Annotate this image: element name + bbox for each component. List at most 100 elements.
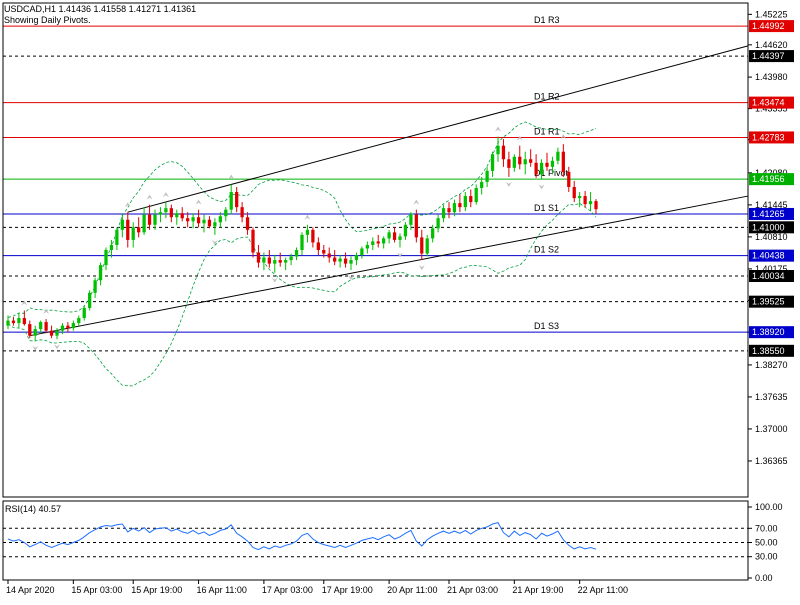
pivot-label: D1 S2 bbox=[534, 245, 559, 255]
fractal-up-marker bbox=[516, 135, 523, 141]
x-tick-label: 22 Apr 11:00 bbox=[578, 585, 628, 595]
frame-layer bbox=[2, 2, 749, 581]
candle-body bbox=[343, 258, 348, 264]
candle-body bbox=[158, 212, 163, 215]
candle-body bbox=[529, 159, 533, 163]
x-tick-label: 17 Apr 19:00 bbox=[322, 585, 373, 595]
candle-body bbox=[594, 201, 598, 210]
channel-lower-line bbox=[29, 195, 749, 337]
fractal-up-marker bbox=[195, 199, 202, 205]
candle-body bbox=[431, 228, 435, 239]
price-badge-label: 1.44992 bbox=[752, 21, 785, 31]
candle-body bbox=[142, 214, 146, 233]
candle-body bbox=[71, 323, 75, 329]
candle-body bbox=[153, 214, 157, 225]
candle-body bbox=[387, 232, 391, 239]
fractal-down-marker bbox=[211, 239, 218, 245]
candle-body bbox=[147, 214, 152, 225]
fractals-layer bbox=[21, 126, 567, 351]
candle-body bbox=[278, 260, 282, 263]
candle-body bbox=[360, 248, 364, 256]
rsi-y-tick-label: 70.00 bbox=[755, 523, 778, 533]
candle-body bbox=[518, 156, 522, 165]
candle-body bbox=[441, 208, 446, 219]
candle-body bbox=[207, 219, 212, 227]
x-tick-label: 15 Apr 19:00 bbox=[131, 585, 182, 595]
candle-body bbox=[545, 162, 549, 167]
rsi-y-tick-label: 100.00 bbox=[755, 502, 783, 512]
rsi-y-tick-label: 0.00 bbox=[755, 573, 773, 583]
candle-body bbox=[567, 171, 571, 187]
candle-body bbox=[556, 151, 560, 161]
candle-body bbox=[235, 192, 239, 208]
candle-body bbox=[60, 325, 65, 331]
price-badge-label: 1.42783 bbox=[752, 132, 785, 142]
candle-body bbox=[447, 208, 451, 213]
candle-body bbox=[588, 201, 593, 205]
fractal-up-marker bbox=[162, 192, 169, 198]
fractal-up-marker bbox=[413, 199, 420, 205]
candle-body bbox=[501, 145, 506, 160]
candle-body bbox=[196, 217, 201, 224]
candle-body bbox=[39, 322, 43, 330]
price-badge bbox=[749, 20, 794, 33]
candle-body bbox=[480, 181, 484, 188]
fractal-up-marker bbox=[43, 309, 50, 315]
y-tick-label: 1.42080 bbox=[755, 168, 788, 178]
pivot-lines-layer: D1 R3 D1 R2 D1 R1 D1 Pivot D1 S1 D1 S2 D1 S3 bbox=[3, 15, 748, 352]
candle-body bbox=[218, 216, 222, 223]
fractal-up-marker bbox=[495, 126, 501, 132]
candle-body bbox=[191, 217, 195, 222]
candle-body bbox=[523, 159, 527, 165]
candle-body bbox=[186, 218, 190, 222]
price-badge bbox=[749, 295, 794, 308]
candle-body bbox=[115, 229, 119, 245]
y-tick-label: 1.45225 bbox=[755, 9, 788, 19]
candle-body bbox=[409, 214, 413, 225]
candle-body bbox=[82, 307, 86, 319]
candle-body bbox=[539, 162, 544, 175]
candle-body bbox=[44, 322, 48, 331]
candle-body bbox=[583, 196, 587, 205]
candle-body bbox=[256, 252, 261, 263]
price-badge-label: 1.41000 bbox=[752, 222, 785, 232]
price-badge bbox=[749, 131, 794, 144]
candle-body bbox=[322, 250, 326, 254]
pivot-label: D1 S3 bbox=[534, 321, 559, 331]
candle-body bbox=[33, 329, 37, 336]
y-tick-label: 1.37000 bbox=[755, 424, 788, 434]
rsi-line bbox=[7, 522, 597, 551]
candle-body bbox=[534, 162, 538, 175]
candle-body bbox=[49, 330, 54, 336]
price-badge-label: 1.43474 bbox=[752, 98, 785, 108]
candle-body bbox=[55, 330, 59, 336]
candle-body bbox=[224, 209, 228, 217]
candle-body bbox=[561, 151, 565, 172]
candle-body bbox=[392, 232, 397, 240]
candle-body bbox=[436, 218, 440, 229]
candle-body bbox=[425, 238, 429, 254]
price-badge bbox=[749, 50, 794, 63]
candle-body bbox=[376, 241, 380, 244]
candle-body bbox=[572, 186, 576, 199]
candle-body bbox=[11, 320, 16, 324]
y-tick-label: 1.44620 bbox=[755, 40, 788, 50]
envelope-lower bbox=[7, 202, 597, 387]
candle-body bbox=[305, 229, 310, 235]
y-tick-label: 1.40810 bbox=[755, 232, 788, 242]
price-badge-label: 1.38550 bbox=[752, 346, 785, 356]
y-tick-label: 1.37635 bbox=[755, 392, 788, 402]
candle-body bbox=[109, 244, 114, 250]
candle-body bbox=[474, 187, 478, 203]
candle-body bbox=[202, 219, 206, 224]
candle-body bbox=[289, 256, 293, 261]
candle-body bbox=[284, 260, 288, 263]
candle-body bbox=[98, 265, 103, 281]
price-badge-label: 1.41265 bbox=[752, 209, 785, 219]
candle-body bbox=[327, 253, 331, 258]
x-tick-label: 21 Apr 19:00 bbox=[512, 585, 563, 595]
y-tick-label: 1.40175 bbox=[755, 264, 788, 274]
candle-body bbox=[126, 219, 130, 240]
y-tick-label: 1.43980 bbox=[755, 72, 788, 82]
price-badge-label: 1.41956 bbox=[752, 174, 785, 184]
